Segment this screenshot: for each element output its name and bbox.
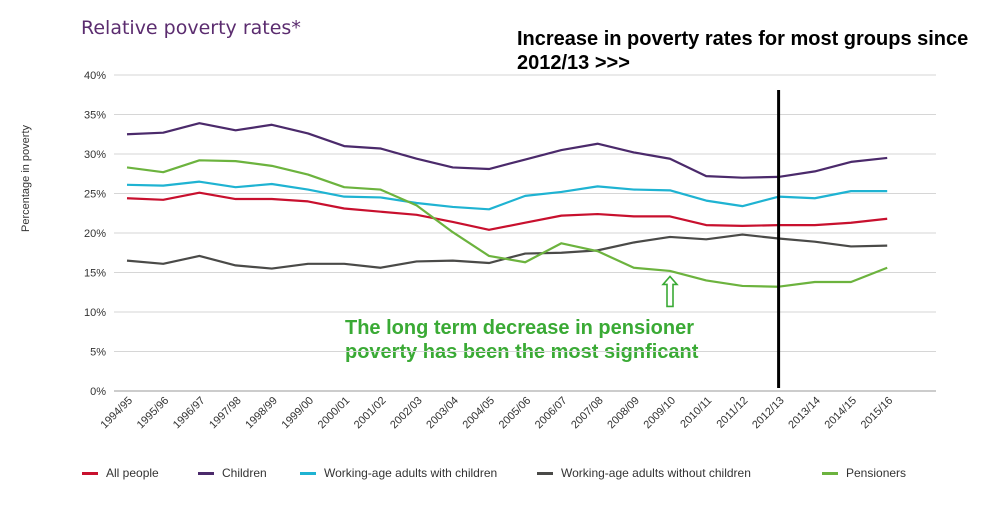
- series-line-working-age-adults-without-children: [126, 233, 888, 270]
- y-tick-label: 5%: [90, 347, 106, 359]
- y-tick-label: 40%: [84, 70, 106, 82]
- y-tick-label: 15%: [84, 268, 106, 280]
- series-line-all-people: [126, 191, 888, 231]
- legend-swatch: [822, 471, 838, 475]
- x-tick-label: 2001/02: [352, 395, 389, 432]
- legend-swatch: [300, 471, 316, 475]
- y-tick-label: 10%: [84, 307, 106, 319]
- legend-label: All people: [106, 466, 159, 480]
- legend-swatch: [82, 471, 98, 475]
- x-tick-label: 2011/12: [714, 395, 750, 431]
- legend-swatch: [198, 471, 214, 475]
- x-tick-label: 2013/14: [786, 395, 823, 432]
- x-tick-label: 2000/01: [316, 395, 353, 432]
- x-tick-label: 2015/16: [859, 395, 896, 432]
- y-tick-label: 35%: [84, 110, 106, 122]
- x-tick-label: 1998/99: [243, 395, 280, 432]
- top-annotation: Increase in poverty rates for most group…: [517, 28, 969, 74]
- x-tick-label: 1996/97: [171, 395, 208, 432]
- x-tick-label: 2002/03: [388, 395, 425, 432]
- y-tick-label: 0%: [90, 386, 106, 398]
- series-line-children: [126, 122, 888, 179]
- legend-label: Working-age adults with children: [324, 466, 498, 480]
- legend-item: Working-age adults with children: [300, 466, 497, 480]
- x-tick-label: 2004/05: [461, 395, 498, 432]
- x-tick-label: 1997/98: [207, 395, 244, 432]
- series-line-working-age-adults-with-children: [126, 180, 888, 211]
- x-tick-label: 2009/10: [642, 395, 679, 432]
- y-tick-label: 30%: [84, 149, 106, 161]
- x-tick-label: 2014/15: [823, 395, 860, 432]
- legend-label: Working-age adults without children: [561, 466, 751, 480]
- legend-item: Pensioners: [822, 466, 906, 480]
- x-tick-label: 2006/07: [533, 395, 570, 432]
- chart-title: Relative poverty rates*: [81, 17, 301, 39]
- x-tick-label: 2010/11: [678, 395, 714, 431]
- pensioner-arrow-icon: [661, 275, 679, 308]
- x-tick-label: 1999/00: [280, 395, 317, 432]
- legend-label: Children: [222, 466, 267, 480]
- x-tick-label: 2012/13: [750, 395, 787, 432]
- series-line-pensioners: [126, 159, 888, 288]
- legend-label: Pensioners: [846, 466, 907, 480]
- x-tick-label: 2005/06: [497, 395, 534, 432]
- x-tick-label: 1995/96: [135, 395, 172, 432]
- x-tick-label: 1994/95: [99, 395, 136, 432]
- x-tick-label: 2003/04: [424, 395, 461, 432]
- y-tick-label: 25%: [84, 189, 106, 201]
- legend-item: All people: [82, 466, 159, 480]
- legend-swatch: [537, 471, 553, 475]
- y-tick-label: 20%: [84, 228, 106, 240]
- x-tick-label: 2008/09: [605, 395, 642, 432]
- x-tick-label: 2007/08: [569, 395, 606, 432]
- legend-item: Children: [198, 466, 267, 480]
- legend-item: Working-age adults without children: [537, 466, 751, 480]
